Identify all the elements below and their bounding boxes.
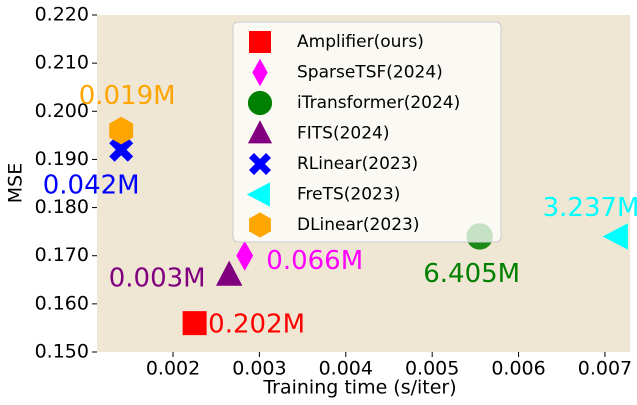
marker: [182, 311, 207, 336]
point-annotation: 0.042M: [43, 170, 140, 200]
x-tick-label: 0.003: [232, 358, 286, 380]
legend-label: Amplifier(ours): [297, 32, 424, 52]
marker: [247, 90, 273, 116]
legend-label: iTransformer(2024): [297, 93, 460, 113]
marker: [246, 182, 270, 207]
marker: [247, 120, 273, 144]
y-tick-label: 0.220: [35, 4, 89, 26]
point-annotation: 3.237M: [543, 193, 637, 223]
legend-label: FITS(2024): [297, 124, 390, 144]
legend-box: [232, 21, 502, 243]
x-tick-label: 0.006: [491, 358, 545, 380]
y-tick-label: 0.170: [35, 244, 89, 266]
marker: [236, 240, 254, 271]
marker: [249, 212, 271, 238]
y-tick-label: 0.190: [35, 148, 89, 170]
point-annotation: 0.003M: [109, 263, 206, 293]
y-tick-label: 0.200: [35, 100, 89, 122]
y-tick-label: 0.180: [35, 196, 89, 218]
y-tick-label: 0.160: [35, 292, 89, 314]
x-tick-label: 0.004: [319, 358, 373, 380]
marker: [249, 153, 271, 175]
y-tick-label: 0.210: [35, 52, 89, 74]
marker: [109, 116, 134, 145]
legend: Amplifier(ours) SparseTSF(2024) iTransform…: [232, 21, 502, 243]
x-axis-label: Training time (s/iter): [262, 377, 456, 399]
marker: [249, 31, 271, 53]
legend-label: SparseTSF(2024): [297, 63, 443, 83]
y-tick-label: 0.150: [35, 341, 89, 363]
point-annotation: 6.405M: [423, 259, 520, 289]
x-tick-label: 0.007: [578, 358, 632, 380]
marker: [252, 58, 268, 87]
x-tick-label: 0.002: [146, 358, 200, 380]
point-annotation: 0.019M: [79, 81, 176, 111]
point-annotation: 0.202M: [208, 310, 305, 340]
legend-label: DLinear(2023): [297, 215, 419, 235]
marker: [215, 260, 243, 286]
legend-label: FreTS(2023): [297, 185, 400, 205]
point-annotation: 0.066M: [266, 246, 363, 276]
marker: [602, 223, 628, 250]
x-tick-label: 0.005: [405, 358, 459, 380]
legend-label: RLinear(2023): [297, 154, 418, 174]
marker: [109, 137, 134, 162]
y-axis-label: MSE: [5, 163, 27, 203]
